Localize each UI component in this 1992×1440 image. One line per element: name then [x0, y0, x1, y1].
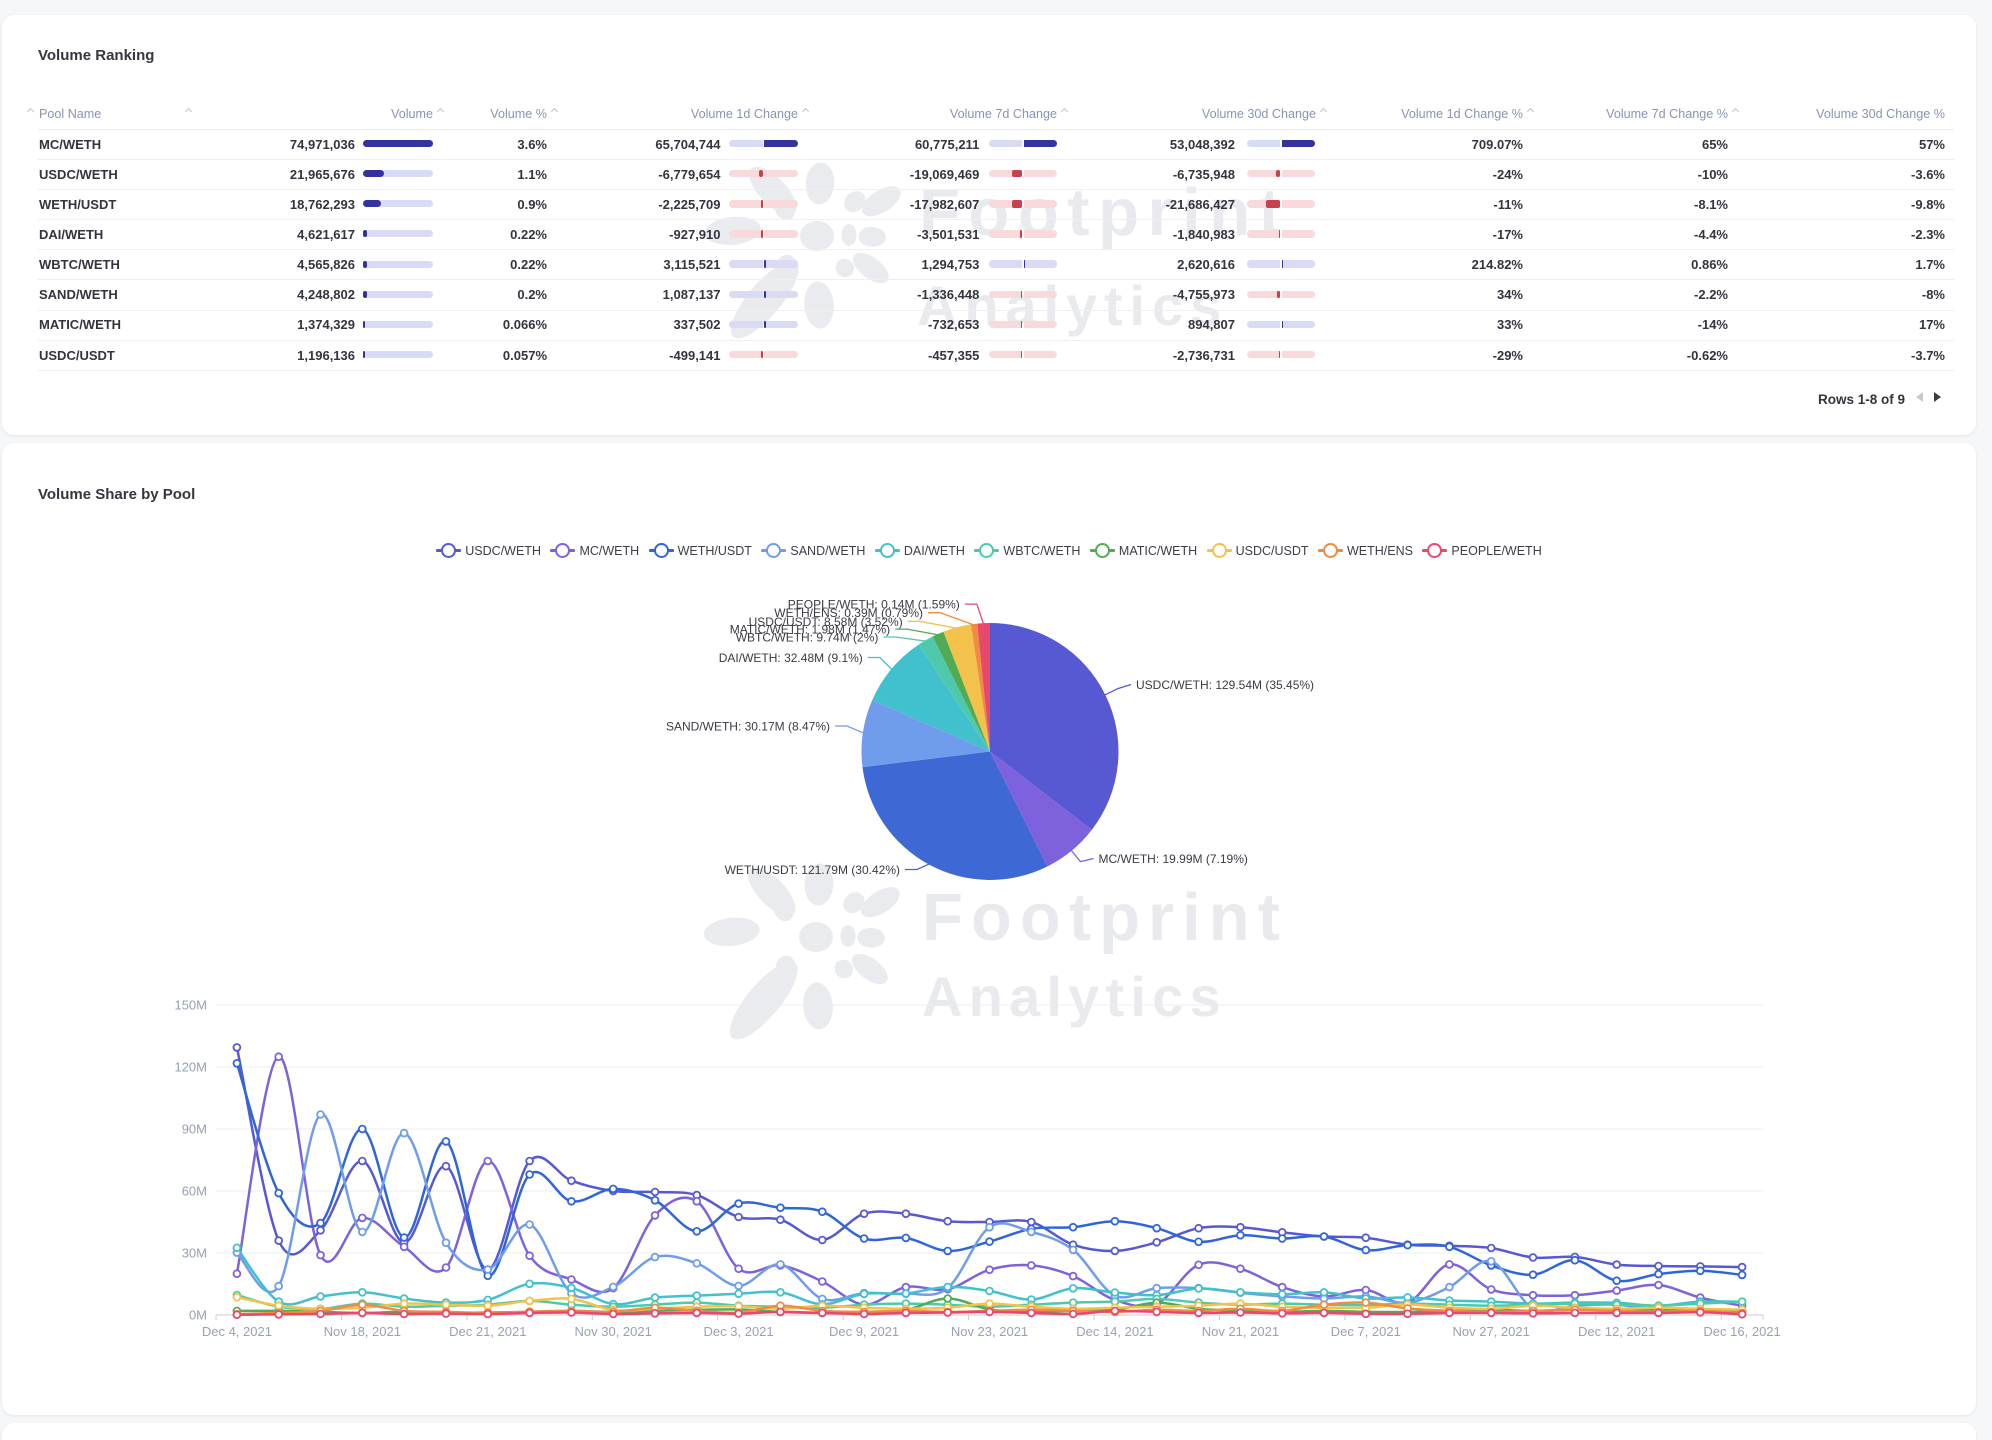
svg-text:Dec 12, 2021: Dec 12, 2021 [1578, 1324, 1655, 1339]
svg-text:WETH/USDT: 121.79M (30.42%): WETH/USDT: 121.79M (30.42%) [725, 863, 900, 877]
svg-text:DAI/WETH: 32.48M (9.1%): DAI/WETH: 32.48M (9.1%) [719, 651, 863, 665]
svg-text:90M: 90M [182, 1122, 207, 1137]
svg-text:USDC/WETH: 129.54M (35.45%): USDC/WETH: 129.54M (35.45%) [1136, 678, 1314, 692]
svg-text:Analytics: Analytics [922, 965, 1227, 1028]
svg-text:Nov 23, 2021: Nov 23, 2021 [951, 1324, 1028, 1339]
svg-text:MC/WETH: 19.99M (7.19%): MC/WETH: 19.99M (7.19%) [1099, 852, 1248, 866]
svg-text:USDC/USDT: 8.58M (3.52%): USDC/USDT: 8.58M (3.52%) [749, 615, 903, 629]
svg-text:Footprint: Footprint [919, 175, 1289, 250]
svg-text:30M: 30M [182, 1246, 207, 1261]
svg-text:150M: 150M [174, 998, 207, 1013]
svg-text:Nov 18, 2021: Nov 18, 2021 [324, 1324, 401, 1339]
svg-text:Footprint: Footprint [922, 880, 1288, 955]
svg-text:WETH/ENS: 0.39M (0.79%): WETH/ENS: 0.39M (0.79%) [774, 606, 923, 620]
svg-text:0M: 0M [189, 1308, 207, 1323]
svg-text:60M: 60M [182, 1184, 207, 1199]
svg-text:Dec 3, 2021: Dec 3, 2021 [704, 1324, 774, 1339]
svg-text:120M: 120M [174, 1060, 207, 1075]
svg-text:Dec 7, 2021: Dec 7, 2021 [1331, 1324, 1401, 1339]
svg-text:Dec 9, 2021: Dec 9, 2021 [829, 1324, 899, 1339]
svg-text:MATIC/WETH: 1.98M (1.47%): MATIC/WETH: 1.98M (1.47%) [730, 623, 890, 637]
svg-text:SAND/WETH: 30.17M (8.47%): SAND/WETH: 30.17M (8.47%) [666, 720, 830, 734]
svg-text:Dec 4, 2021: Dec 4, 2021 [202, 1324, 272, 1339]
svg-text:Nov 21, 2021: Nov 21, 2021 [1202, 1324, 1279, 1339]
svg-text:Dec 21, 2021: Dec 21, 2021 [449, 1324, 526, 1339]
svg-text:Analytics: Analytics [917, 274, 1228, 337]
svg-text:Dec 14, 2021: Dec 14, 2021 [1076, 1324, 1153, 1339]
svg-text:PEOPLE/WETH: 0.14M (1.59%): PEOPLE/WETH: 0.14M (1.59%) [788, 598, 960, 612]
svg-text:Dec 16, 2021: Dec 16, 2021 [1703, 1324, 1780, 1339]
svg-text:WBTC/WETH: 9.74M (2%): WBTC/WETH: 9.74M (2%) [736, 631, 879, 645]
svg-text:Nov 30, 2021: Nov 30, 2021 [575, 1324, 652, 1339]
svg-text:Nov 27, 2021: Nov 27, 2021 [1453, 1324, 1530, 1339]
